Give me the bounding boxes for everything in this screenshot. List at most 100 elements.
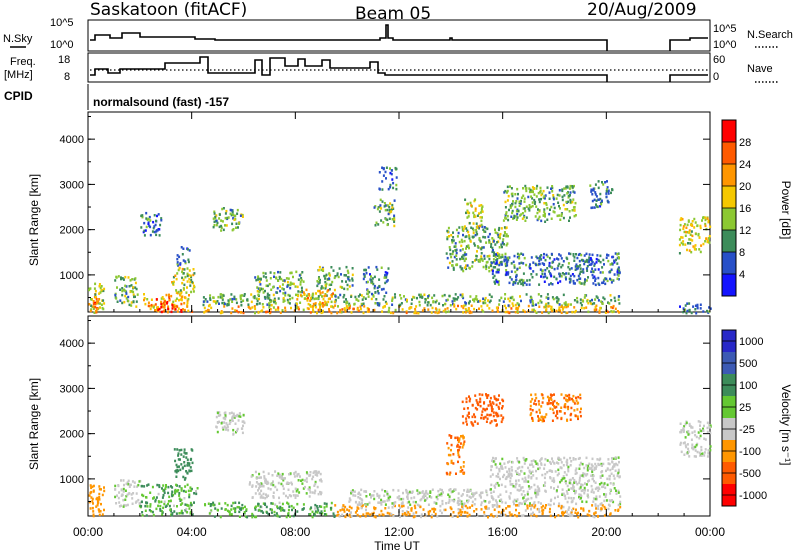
heatmap-cell bbox=[170, 294, 173, 298]
heatmap-cell bbox=[694, 221, 697, 224]
heatmap-cell bbox=[490, 264, 493, 268]
heatmap-cell bbox=[439, 504, 442, 508]
heatmap-cell bbox=[380, 503, 383, 506]
heatmap-cell bbox=[230, 504, 233, 508]
heatmap-cell bbox=[238, 510, 241, 514]
heatmap-cell bbox=[311, 510, 314, 514]
heatmap-cell bbox=[509, 514, 512, 517]
heatmap-cell bbox=[486, 413, 489, 417]
heatmap-cell bbox=[424, 494, 427, 497]
heatmap-cell bbox=[123, 288, 125, 291]
heatmap-cell bbox=[97, 497, 100, 501]
heatmap-cell bbox=[597, 186, 600, 190]
heatmap-cell bbox=[301, 271, 304, 274]
heatmap-cell bbox=[488, 257, 491, 261]
heatmap-cell bbox=[260, 278, 262, 281]
heatmap-cell bbox=[601, 504, 604, 507]
heatmap-cell bbox=[298, 274, 301, 277]
heatmap-cell bbox=[685, 421, 688, 425]
heatmap-cell bbox=[611, 262, 614, 265]
heatmap-cell bbox=[492, 515, 495, 518]
heatmap-cell bbox=[560, 466, 563, 470]
heatmap-cell bbox=[523, 494, 526, 497]
heatmap-cell bbox=[292, 275, 294, 279]
heatmap-cell bbox=[615, 489, 617, 492]
heatmap-cell bbox=[480, 413, 483, 417]
heatmap-cell bbox=[468, 222, 471, 225]
heatmap-cell bbox=[281, 484, 284, 488]
heatmap-cell bbox=[515, 274, 518, 278]
heatmap-cell bbox=[503, 226, 506, 229]
heatmap-cell bbox=[550, 252, 553, 256]
heatmap-cell bbox=[177, 268, 180, 272]
heatmap-cell bbox=[512, 485, 515, 488]
heatmap-cell bbox=[456, 436, 459, 439]
heatmap-cell bbox=[602, 258, 605, 262]
heatmap-cell bbox=[568, 268, 571, 271]
heatmap-cell bbox=[532, 511, 534, 515]
heatmap-cell bbox=[203, 306, 206, 310]
heatmap-cell bbox=[447, 310, 450, 313]
heatmap-cell bbox=[462, 257, 465, 260]
heatmap-cell bbox=[359, 493, 362, 496]
heatmap-cell bbox=[546, 395, 549, 399]
heatmap-cell bbox=[483, 499, 485, 503]
heatmap-cell bbox=[173, 491, 176, 494]
heatmap-cell bbox=[262, 496, 265, 499]
heatmap-cell bbox=[553, 487, 555, 490]
heatmap-cell bbox=[338, 267, 341, 270]
heatmap-cell bbox=[549, 469, 552, 472]
heatmap-cell bbox=[94, 303, 97, 306]
heatmap-cell bbox=[469, 295, 472, 298]
heatmap-cell bbox=[178, 512, 181, 515]
heatmap-cell bbox=[709, 445, 712, 448]
heatmap-cell bbox=[483, 230, 486, 233]
heatmap-cell bbox=[602, 281, 605, 284]
heatmap-cell bbox=[523, 197, 526, 200]
heatmap-cell bbox=[679, 218, 682, 222]
heatmap-cell bbox=[500, 483, 503, 487]
heatmap-cell bbox=[236, 429, 238, 433]
heatmap-cell bbox=[505, 490, 508, 493]
heatmap-cell bbox=[555, 309, 558, 313]
heatmap-cell bbox=[559, 309, 561, 312]
heatmap-cell bbox=[155, 233, 158, 237]
heatmap-cell bbox=[382, 306, 385, 309]
heatmap-cell bbox=[576, 408, 579, 411]
heatmap-cell bbox=[487, 516, 489, 519]
heatmap-cell bbox=[282, 292, 285, 295]
heatmap-cell bbox=[691, 431, 694, 434]
heatmap-cell bbox=[415, 311, 418, 315]
heatmap-cell bbox=[465, 264, 467, 267]
heatmap-cell bbox=[361, 499, 364, 502]
heatmap-cell bbox=[591, 273, 594, 277]
heatmap-cell bbox=[475, 228, 478, 232]
heatmap-cell bbox=[499, 232, 502, 236]
heatmap-cell bbox=[548, 397, 551, 400]
heatmap-cell bbox=[605, 469, 607, 473]
heatmap-cell bbox=[530, 412, 533, 415]
heatmap-cell bbox=[317, 492, 320, 496]
heatmap-cell bbox=[556, 473, 559, 477]
heatmap-cell bbox=[317, 295, 320, 298]
heatmap-cell bbox=[158, 234, 161, 237]
heatmap-cell bbox=[455, 258, 458, 261]
heatmap-cell bbox=[580, 282, 583, 285]
heatmap-cell bbox=[594, 487, 597, 491]
heatmap-cell bbox=[561, 264, 564, 267]
heatmap-cell bbox=[501, 467, 504, 470]
heatmap-cell bbox=[423, 496, 425, 499]
heatmap-cell bbox=[708, 241, 711, 244]
heatmap-cell bbox=[542, 396, 545, 400]
heatmap-cell bbox=[509, 296, 512, 300]
heatmap-cell bbox=[91, 500, 94, 503]
heatmap-cell bbox=[478, 227, 480, 230]
heatmap-cell bbox=[538, 209, 541, 212]
heatmap-cell bbox=[144, 229, 147, 232]
heatmap-cell bbox=[569, 413, 572, 417]
heatmap-cell bbox=[492, 460, 495, 463]
heatmap-cell bbox=[264, 481, 267, 485]
heatmap-cell bbox=[431, 507, 434, 511]
heatmap-cell bbox=[461, 502, 464, 506]
